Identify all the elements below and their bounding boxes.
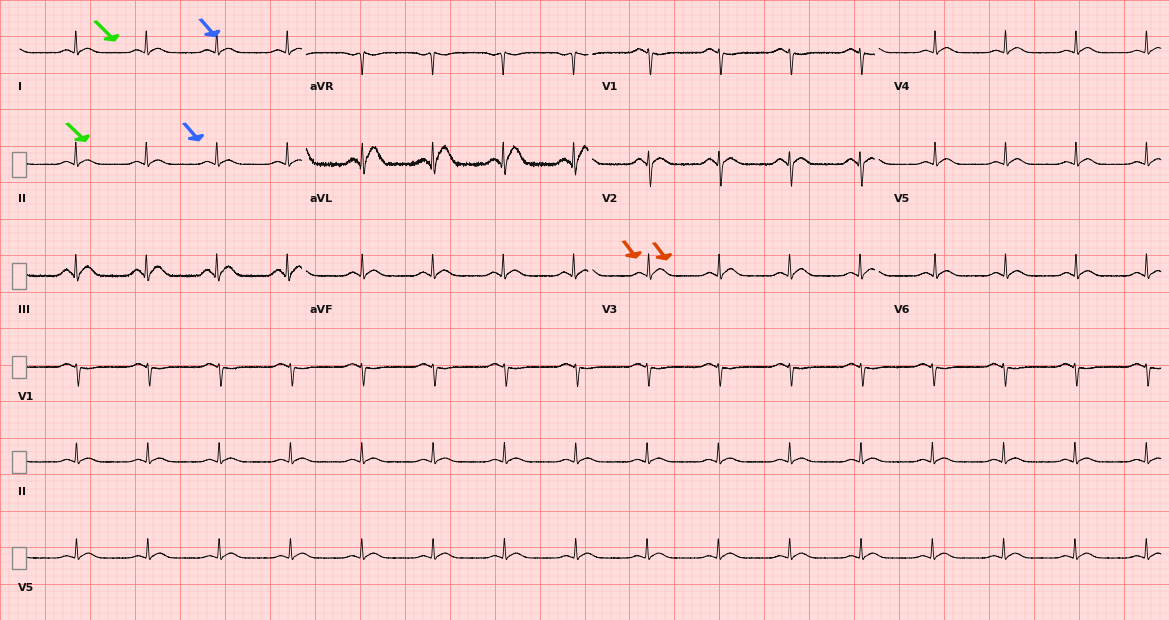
Text: V3: V3 <box>602 306 618 316</box>
FancyArrow shape <box>96 22 118 40</box>
Text: I: I <box>18 82 21 92</box>
Text: II: II <box>18 194 26 204</box>
Bar <box>12 264 26 288</box>
Text: V2: V2 <box>602 194 618 204</box>
Bar <box>12 356 26 378</box>
Text: V5: V5 <box>894 194 911 204</box>
FancyArrow shape <box>624 242 641 257</box>
Text: V1: V1 <box>18 392 34 402</box>
Text: V5: V5 <box>18 583 34 593</box>
Text: V6: V6 <box>894 306 911 316</box>
Bar <box>12 152 26 177</box>
FancyArrow shape <box>655 244 671 259</box>
Text: V4: V4 <box>894 82 911 92</box>
Text: aVF: aVF <box>310 306 333 316</box>
Text: aVR: aVR <box>310 82 334 92</box>
Text: II: II <box>18 487 26 497</box>
FancyArrow shape <box>201 20 220 36</box>
Text: III: III <box>18 306 29 316</box>
Text: aVL: aVL <box>310 194 333 204</box>
Bar <box>12 547 26 569</box>
FancyArrow shape <box>68 124 89 141</box>
Bar <box>12 451 26 473</box>
Text: V1: V1 <box>602 82 618 92</box>
FancyArrow shape <box>185 124 203 140</box>
